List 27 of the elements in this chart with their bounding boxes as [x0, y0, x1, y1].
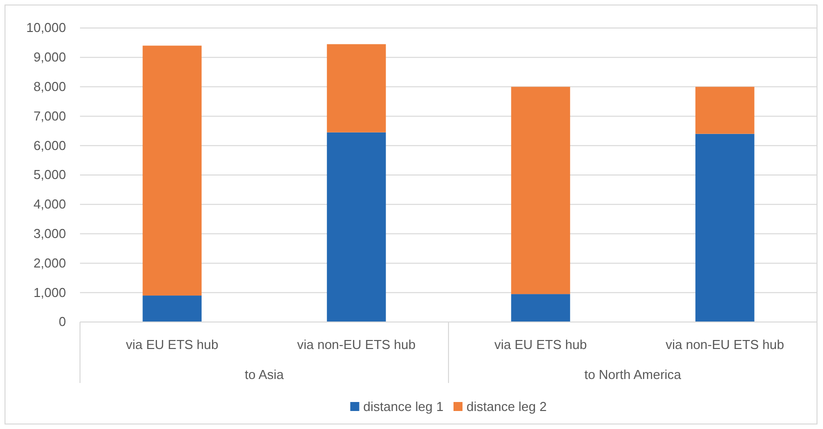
y-tick-label: 5,000: [33, 167, 66, 182]
x-tick-label: via EU ETS hub: [126, 337, 218, 352]
bar: [511, 86, 570, 294]
bar: [695, 86, 754, 134]
legend-label: distance leg 1: [363, 399, 444, 414]
x-tick-label: via non-EU ETS hub: [666, 337, 784, 352]
y-tick-label: 7,000: [33, 108, 66, 124]
text: to North America: [584, 367, 682, 382]
y-tick-label: 6,000: [33, 138, 66, 153]
x-tick-label: via non-EU ETS hub: [297, 337, 416, 352]
y-tick-label: 10,000: [26, 20, 66, 36]
legend-label: distance leg 2: [466, 399, 547, 414]
bar: [326, 44, 386, 132]
y-tick-label: 1,000: [33, 284, 66, 300]
y-tick-label: 2,000: [33, 255, 66, 270]
bar: [695, 134, 754, 322]
y-tick-label: 3,000: [33, 226, 66, 241]
y-tick-label: 9,000: [33, 50, 66, 65]
text: to Asia: [244, 367, 285, 382]
x-tick-label: via EU ETS hub: [494, 337, 587, 352]
bar: [142, 46, 202, 296]
y-tick-label: 0: [58, 314, 66, 330]
y-tick-label: 8,000: [33, 78, 66, 94]
bar: [326, 132, 386, 322]
bar: [142, 296, 202, 322]
y-tick-label: 4,000: [33, 196, 66, 212]
bar: [511, 294, 570, 322]
